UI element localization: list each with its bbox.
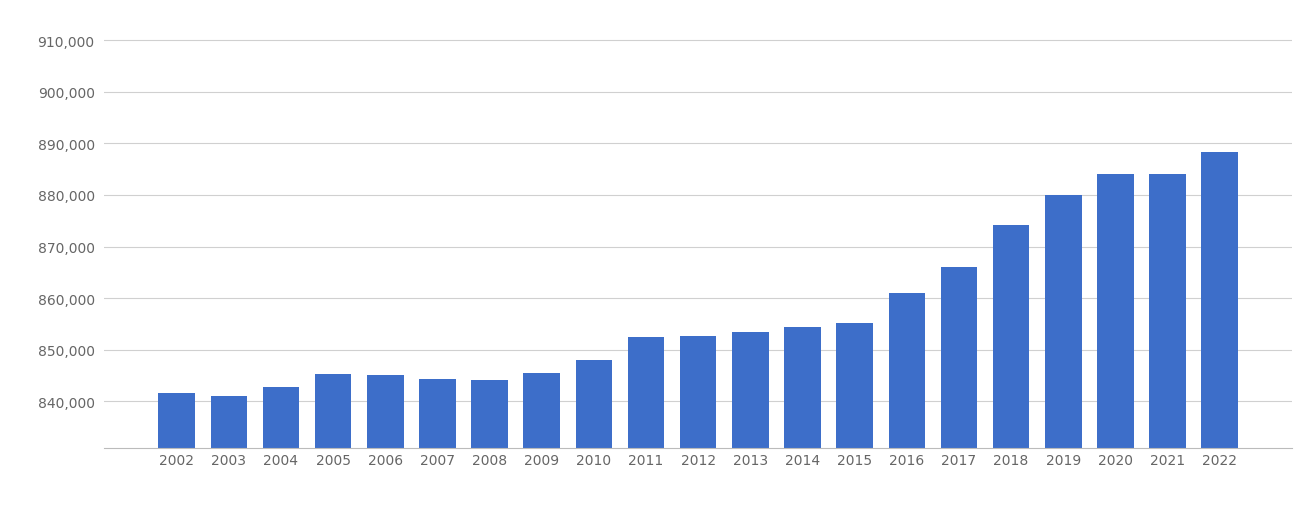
Bar — [210, 397, 247, 509]
Bar — [628, 337, 664, 509]
Bar — [1150, 175, 1186, 509]
Bar — [158, 393, 194, 509]
Bar — [419, 379, 455, 509]
Bar — [680, 336, 716, 509]
Bar — [1045, 195, 1082, 509]
Bar — [315, 374, 351, 509]
Bar — [1098, 175, 1134, 509]
Bar — [941, 268, 977, 509]
Bar — [367, 375, 403, 509]
Bar — [1202, 153, 1238, 509]
Bar — [784, 327, 821, 509]
Bar — [471, 380, 508, 509]
Bar — [576, 360, 612, 509]
Bar — [732, 332, 769, 509]
Bar — [262, 388, 299, 509]
Bar — [889, 293, 925, 509]
Bar — [523, 373, 560, 509]
Bar — [837, 323, 873, 509]
Bar — [993, 225, 1030, 509]
